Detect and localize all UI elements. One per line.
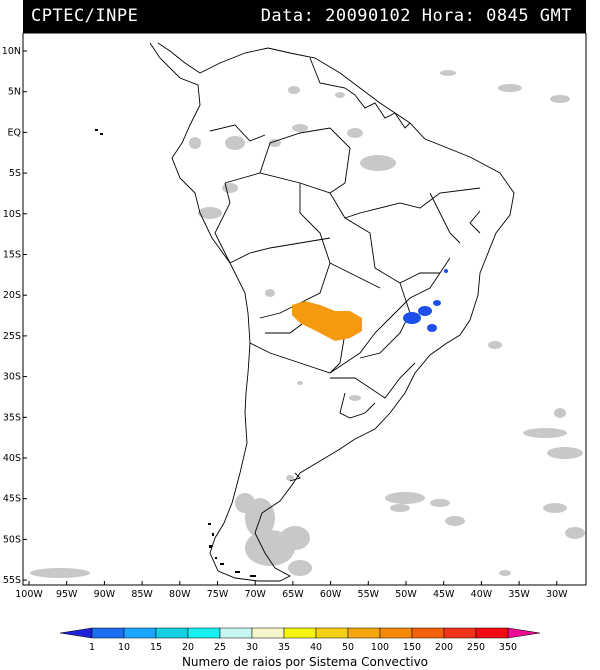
colorbar-value: 20 xyxy=(182,642,194,653)
southern-islands xyxy=(95,129,256,577)
lightning-map: 10N5NEQ5S10S15S20S25S30S35S40S45S50S55S … xyxy=(2,33,587,600)
lat-label: 20S xyxy=(3,290,21,301)
source-label: CPTEC/INPE xyxy=(31,6,139,26)
colorbar-value: 25 xyxy=(214,642,226,653)
colorbar-cell xyxy=(507,627,541,639)
lon-label: 35W xyxy=(508,589,530,600)
lon-label: 30W xyxy=(546,589,568,600)
colorbar-cell xyxy=(443,627,477,639)
colorbar-cell xyxy=(475,627,509,639)
lon-label: 100W xyxy=(15,589,43,600)
lat-label: 50S xyxy=(3,534,21,545)
colorbar-cell xyxy=(283,627,317,639)
colorbar-value: 200 xyxy=(435,642,453,653)
colorbar-value: 40 xyxy=(310,642,322,653)
lat-label: 15S xyxy=(3,250,21,261)
colorbar-value: 15 xyxy=(150,642,162,653)
colorbar-value: 100 xyxy=(371,642,389,653)
lon-label: 60W xyxy=(320,589,342,600)
lat-label: EQ xyxy=(8,127,21,138)
convective-system-orange xyxy=(292,301,362,341)
lat-label: 5N xyxy=(8,87,21,98)
lon-label: 70W xyxy=(244,589,266,600)
colorbar-cell xyxy=(379,627,413,639)
lon-label: 80W xyxy=(169,589,191,600)
lon-label: 65W xyxy=(282,589,304,600)
header-bar: CPTEC/INPE Data: 20090102 Hora: 0845 GMT xyxy=(23,0,586,33)
colorbar-cell xyxy=(347,627,381,639)
lat-label: 25S xyxy=(3,331,21,342)
longitude-labels: 100W 95W 90W 85W 80W 75W 70W 65W 60W 55W 50W 45W 40W… xyxy=(15,581,568,600)
lon-label: 45W xyxy=(433,589,455,600)
lat-label: 10S xyxy=(3,209,21,220)
colorbar-value: 30 xyxy=(246,642,258,653)
colorbar-cell xyxy=(91,627,125,639)
colorbar: 1 10 15 20 25 30 35 40 50 100 150 200 250 350 Numero … xyxy=(59,627,541,669)
convective-system-blue xyxy=(403,269,448,332)
colorbar-cell xyxy=(411,627,445,639)
lon-label: 55W xyxy=(358,589,380,600)
colorbar-cell xyxy=(219,627,253,639)
lon-label: 40W xyxy=(471,589,493,600)
lon-label: 85W xyxy=(131,589,153,600)
lat-label: 5S xyxy=(9,168,21,179)
colorbar-cell xyxy=(123,627,157,639)
colorbar-value: 35 xyxy=(278,642,290,653)
lat-label: 30S xyxy=(3,372,21,383)
lon-label: 75W xyxy=(207,589,229,600)
colorbar-value: 150 xyxy=(403,642,421,653)
latitude-labels: 10N 5N EQ 5S 10S 15S 20S 25S 30S 35S 40S 45S 50S 55S xyxy=(2,46,27,586)
lat-label: 40S xyxy=(3,453,21,464)
lat-label: 45S xyxy=(3,494,21,505)
lat-label: 55S xyxy=(3,575,21,586)
lon-label: 90W xyxy=(94,589,116,600)
lat-label: 10N xyxy=(2,46,21,57)
colorbar-cell xyxy=(315,627,349,639)
colorbar-label: Numero de raios por Sistema Convectivo xyxy=(182,655,428,669)
lon-label: 50W xyxy=(395,589,417,600)
colorbar-cell xyxy=(155,627,189,639)
lon-label: 95W xyxy=(56,589,78,600)
colorbar-cell xyxy=(59,627,93,639)
cloud-cover xyxy=(30,70,585,578)
colorbar-value: 350 xyxy=(499,642,517,653)
colorbar-value: 250 xyxy=(467,642,485,653)
colorbar-value: 10 xyxy=(118,642,130,653)
lat-label: 35S xyxy=(3,412,21,423)
colorbar-value: 1 xyxy=(89,642,95,653)
datetime-label: Data: 20090102 Hora: 0845 GMT xyxy=(260,6,572,26)
colorbar-cell xyxy=(251,627,285,639)
colorbar-cell xyxy=(187,627,221,639)
colorbar-value: 50 xyxy=(342,642,354,653)
